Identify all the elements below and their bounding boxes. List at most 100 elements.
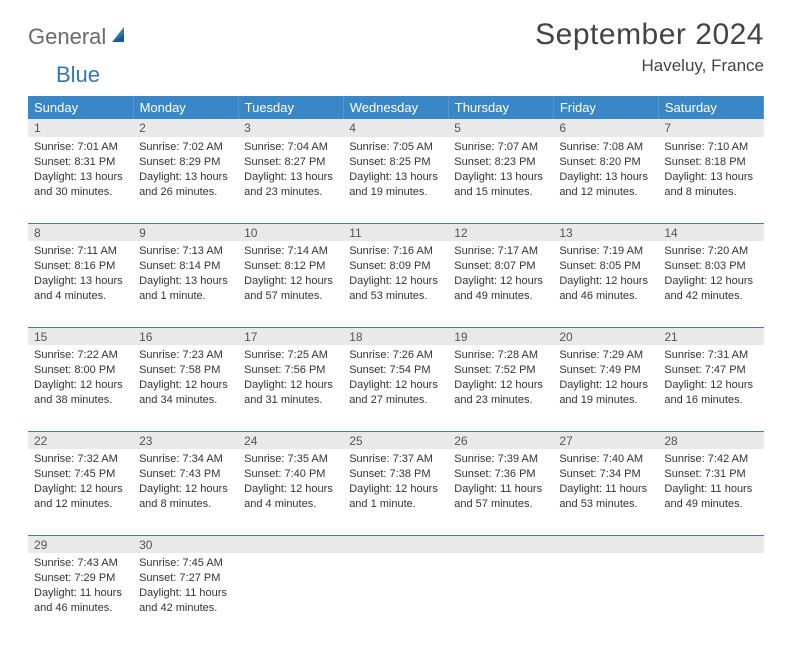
day-detail-line: Sunset: 7:45 PM <box>34 467 127 482</box>
day-detail-line: Sunrise: 7:26 AM <box>349 348 442 363</box>
day-content-cell: Sunrise: 7:31 AMSunset: 7:47 PMDaylight:… <box>658 345 763 431</box>
day-detail-line: Sunrise: 7:13 AM <box>139 244 232 259</box>
day-content-cell: Sunrise: 7:43 AMSunset: 7:29 PMDaylight:… <box>28 553 133 639</box>
day-detail-line: Daylight: 11 hours <box>664 482 757 497</box>
day-detail-line: Daylight: 13 hours <box>139 274 232 289</box>
day-detail-line: Daylight: 13 hours <box>34 274 127 289</box>
day-number-cell: 29 <box>28 535 133 553</box>
day-detail-line: Sunset: 8:05 PM <box>559 259 652 274</box>
day-detail-line: and 23 minutes. <box>244 185 337 200</box>
day-number-cell: 28 <box>658 431 763 449</box>
day-number-cell: 18 <box>343 327 448 345</box>
day-detail-line: Daylight: 12 hours <box>664 378 757 393</box>
day-number-cell: 24 <box>238 431 343 449</box>
day-number-cell: 15 <box>28 327 133 345</box>
day-content-cell: Sunrise: 7:40 AMSunset: 7:34 PMDaylight:… <box>553 449 658 535</box>
day-content-row: Sunrise: 7:43 AMSunset: 7:29 PMDaylight:… <box>28 553 764 639</box>
day-detail-line: Daylight: 13 hours <box>664 170 757 185</box>
day-detail-line: Sunset: 7:54 PM <box>349 363 442 378</box>
day-number-cell: 30 <box>133 535 238 553</box>
day-detail-line: Sunrise: 7:25 AM <box>244 348 337 363</box>
day-detail-line: Daylight: 12 hours <box>244 378 337 393</box>
day-detail-line: and 4 minutes. <box>244 497 337 512</box>
day-detail-line: Sunrise: 7:31 AM <box>664 348 757 363</box>
day-number-cell: 4 <box>343 119 448 137</box>
day-content-cell <box>343 553 448 639</box>
day-detail-line: Sunrise: 7:17 AM <box>454 244 547 259</box>
day-detail-line: and 49 minutes. <box>664 497 757 512</box>
day-number-cell: 26 <box>448 431 553 449</box>
logo-sail-icon <box>110 25 130 50</box>
day-number-row: 2930 <box>28 535 764 553</box>
day-content-cell <box>553 553 658 639</box>
day-detail-line: Sunrise: 7:10 AM <box>664 140 757 155</box>
day-content-row: Sunrise: 7:01 AMSunset: 8:31 PMDaylight:… <box>28 137 764 223</box>
day-detail-line: Sunset: 8:16 PM <box>34 259 127 274</box>
day-detail-line: and 4 minutes. <box>34 289 127 304</box>
day-detail-line: Sunrise: 7:11 AM <box>34 244 127 259</box>
logo: General <box>28 24 132 50</box>
day-detail-line: and 1 minute. <box>349 497 442 512</box>
day-number-cell: 13 <box>553 223 658 241</box>
day-number-cell <box>553 535 658 553</box>
day-detail-line: Sunset: 7:31 PM <box>664 467 757 482</box>
day-detail-line: Daylight: 12 hours <box>139 378 232 393</box>
day-number-cell: 1 <box>28 119 133 137</box>
day-detail-line: and 31 minutes. <box>244 393 337 408</box>
day-detail-line: Daylight: 12 hours <box>244 482 337 497</box>
day-detail-line: and 42 minutes. <box>139 601 232 616</box>
day-detail-line: Daylight: 11 hours <box>454 482 547 497</box>
logo-text-blue: Blue <box>56 62 100 88</box>
day-detail-line: Sunset: 7:38 PM <box>349 467 442 482</box>
day-content-cell: Sunrise: 7:11 AMSunset: 8:16 PMDaylight:… <box>28 241 133 327</box>
day-number-cell: 8 <box>28 223 133 241</box>
day-header: Friday <box>553 96 658 119</box>
day-detail-line: Sunrise: 7:19 AM <box>559 244 652 259</box>
day-content-cell: Sunrise: 7:45 AMSunset: 7:27 PMDaylight:… <box>133 553 238 639</box>
day-detail-line: Sunset: 7:58 PM <box>139 363 232 378</box>
day-number-cell: 23 <box>133 431 238 449</box>
day-detail-line: and 27 minutes. <box>349 393 442 408</box>
day-detail-line: and 49 minutes. <box>454 289 547 304</box>
day-detail-line: Sunset: 7:52 PM <box>454 363 547 378</box>
day-detail-line: Sunrise: 7:23 AM <box>139 348 232 363</box>
day-detail-line: and 42 minutes. <box>664 289 757 304</box>
day-number-cell: 3 <box>238 119 343 137</box>
day-content-cell: Sunrise: 7:29 AMSunset: 7:49 PMDaylight:… <box>553 345 658 431</box>
day-detail-line: Daylight: 12 hours <box>244 274 337 289</box>
day-content-cell: Sunrise: 7:07 AMSunset: 8:23 PMDaylight:… <box>448 137 553 223</box>
day-detail-line: and 12 minutes. <box>34 497 127 512</box>
day-detail-line: Daylight: 13 hours <box>559 170 652 185</box>
day-content-cell: Sunrise: 7:14 AMSunset: 8:12 PMDaylight:… <box>238 241 343 327</box>
day-detail-line: and 57 minutes. <box>454 497 547 512</box>
day-detail-line: and 53 minutes. <box>349 289 442 304</box>
day-content-cell: Sunrise: 7:35 AMSunset: 7:40 PMDaylight:… <box>238 449 343 535</box>
day-detail-line: and 15 minutes. <box>454 185 547 200</box>
day-content-cell: Sunrise: 7:22 AMSunset: 8:00 PMDaylight:… <box>28 345 133 431</box>
day-detail-line: Sunset: 7:56 PM <box>244 363 337 378</box>
day-detail-line: Sunset: 7:34 PM <box>559 467 652 482</box>
day-header: Monday <box>133 96 238 119</box>
day-header: Tuesday <box>238 96 343 119</box>
day-number-cell: 12 <box>448 223 553 241</box>
day-detail-line: Sunrise: 7:22 AM <box>34 348 127 363</box>
day-detail-line: Sunset: 8:27 PM <box>244 155 337 170</box>
day-detail-line: and 19 minutes. <box>559 393 652 408</box>
day-number-cell: 25 <box>343 431 448 449</box>
day-number-cell <box>238 535 343 553</box>
day-detail-line: Sunset: 8:07 PM <box>454 259 547 274</box>
day-number-cell: 21 <box>658 327 763 345</box>
day-content-cell: Sunrise: 7:05 AMSunset: 8:25 PMDaylight:… <box>343 137 448 223</box>
day-detail-line: Daylight: 11 hours <box>559 482 652 497</box>
day-number-row: 1234567 <box>28 119 764 137</box>
day-content-cell: Sunrise: 7:39 AMSunset: 7:36 PMDaylight:… <box>448 449 553 535</box>
day-number-cell: 19 <box>448 327 553 345</box>
day-content-row: Sunrise: 7:22 AMSunset: 8:00 PMDaylight:… <box>28 345 764 431</box>
day-content-cell: Sunrise: 7:26 AMSunset: 7:54 PMDaylight:… <box>343 345 448 431</box>
day-detail-line: and 23 minutes. <box>454 393 547 408</box>
day-header: Wednesday <box>343 96 448 119</box>
day-content-cell: Sunrise: 7:17 AMSunset: 8:07 PMDaylight:… <box>448 241 553 327</box>
day-number-cell <box>448 535 553 553</box>
day-content-cell: Sunrise: 7:32 AMSunset: 7:45 PMDaylight:… <box>28 449 133 535</box>
day-header: Sunday <box>28 96 133 119</box>
